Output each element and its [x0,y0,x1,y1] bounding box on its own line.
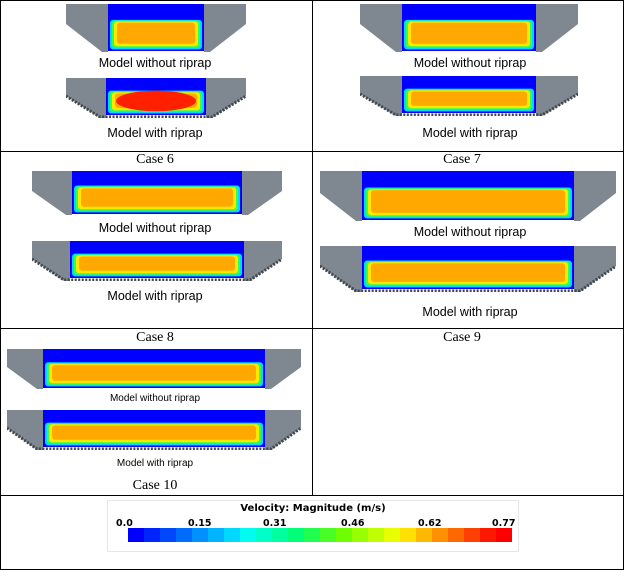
legend-color-swatch [192,528,208,542]
legend-color-swatch [208,528,224,542]
legend-color-swatch [176,528,192,542]
label-model-with-riprap: Model with riprap [107,126,203,140]
legend-tick: 0.0 [116,518,133,529]
legend-color-swatch [400,528,416,542]
velocity-field [362,246,574,289]
legend-color-swatch [416,528,432,542]
caption-case-9: Case 9 [443,330,481,345]
channel-bank-right [265,410,301,450]
caption-case-7: Case 7 [443,152,481,167]
legend-color-swatch [496,528,512,542]
channel-bank-left [360,4,402,52]
legend-color-swatch [320,528,336,542]
channel-image-case7-with [360,76,578,116]
channel-bank-right [574,246,616,292]
legend-tick: 0.31 [263,518,287,529]
legend-color-swatch [304,528,320,542]
velocity-field [106,78,206,115]
legend-tick: 0.62 [418,518,442,529]
channel-bank-right [204,4,246,52]
channel-bank-right [206,78,246,118]
riprap-layer [66,94,246,118]
velocity-field [108,4,204,51]
channel-bank-left [320,171,362,221]
channel-image-case6-with [66,78,246,118]
channel-image-case7-without [360,4,578,52]
legend-color-swatch [240,528,256,542]
velocity-field [43,410,265,447]
legend-color-swatch [256,528,272,542]
channel-bank-left [320,246,362,292]
legend-color-swatch [448,528,464,542]
velocity-legend: Velocity: Magnitude (m/s) 0.0 0.15 0.31 … [107,500,519,552]
legend-tick: 0.15 [188,518,212,529]
legend-color-swatch [432,528,448,542]
legend-color-swatch [160,528,176,542]
channel-bank-left [66,78,106,118]
legend-color-swatch [144,528,160,542]
channel-image-case9-with [320,246,616,292]
label-model-with-riprap: Model with riprap [422,126,518,140]
legend-color-swatch [288,528,304,542]
riprap-layer [7,426,301,450]
channel-bank-left [32,171,72,215]
velocity-field [362,171,574,220]
cell-empty-right [312,328,624,496]
channel-bank-right [574,171,616,221]
label-model-with-riprap: Model with riprap [116,458,194,469]
channel-bank-left [32,241,70,281]
channel-image-case9-without [320,171,616,221]
velocity-field [72,171,242,214]
legend-color-swatch [368,528,384,542]
caption-case-8: Case 8 [136,330,174,345]
label-model-without-riprap: Model without riprap [98,221,212,235]
legend-color-swatch [272,528,288,542]
riprap-layer [32,257,282,281]
legend-tick: 0.46 [341,518,365,529]
velocity-field [43,349,265,388]
channel-bank-left [7,349,43,389]
velocity-field [402,4,536,51]
channel-bank-right [265,349,301,389]
legend-title: Velocity: Magnitude (m/s) [240,503,386,514]
riprap-layer [320,264,616,292]
channel-image-case8-without [32,171,282,215]
channel-image-case8-with [32,241,282,281]
legend-color-swatch [128,528,144,542]
legend-color-swatch [352,528,368,542]
channel-image-case10-with [7,410,301,450]
legend-color-swatch [336,528,352,542]
channel-image-case10-without [7,349,301,389]
caption-case-6: Case 6 [136,152,174,167]
label-model-with-riprap: Model with riprap [422,305,518,319]
velocity-field [70,241,244,278]
legend-tick: 0.77 [492,518,516,529]
channel-bank-right [536,4,578,52]
legend-color-swatch [224,528,240,542]
label-model-with-riprap: Model with riprap [107,289,203,303]
label-model-without-riprap: Model without riprap [413,225,527,239]
channel-bank-right [536,76,578,116]
caption-case-10: Case 10 [132,478,178,493]
channel-bank-left [360,76,402,116]
legend-color-bar [128,528,512,542]
label-model-without-riprap: Model without riprap [98,56,212,70]
label-model-without-riprap: Model without riprap [109,393,201,404]
label-model-without-riprap: Model without riprap [413,56,527,70]
channel-image-case6-without [66,4,246,52]
channel-bank-left [66,4,108,52]
legend-color-swatch [464,528,480,542]
channel-bank-right [242,171,282,215]
legend-color-swatch [480,528,496,542]
channel-bank-right [244,241,282,281]
velocity-field [402,76,536,113]
legend-color-swatch [384,528,400,542]
channel-bank-left [7,410,43,450]
